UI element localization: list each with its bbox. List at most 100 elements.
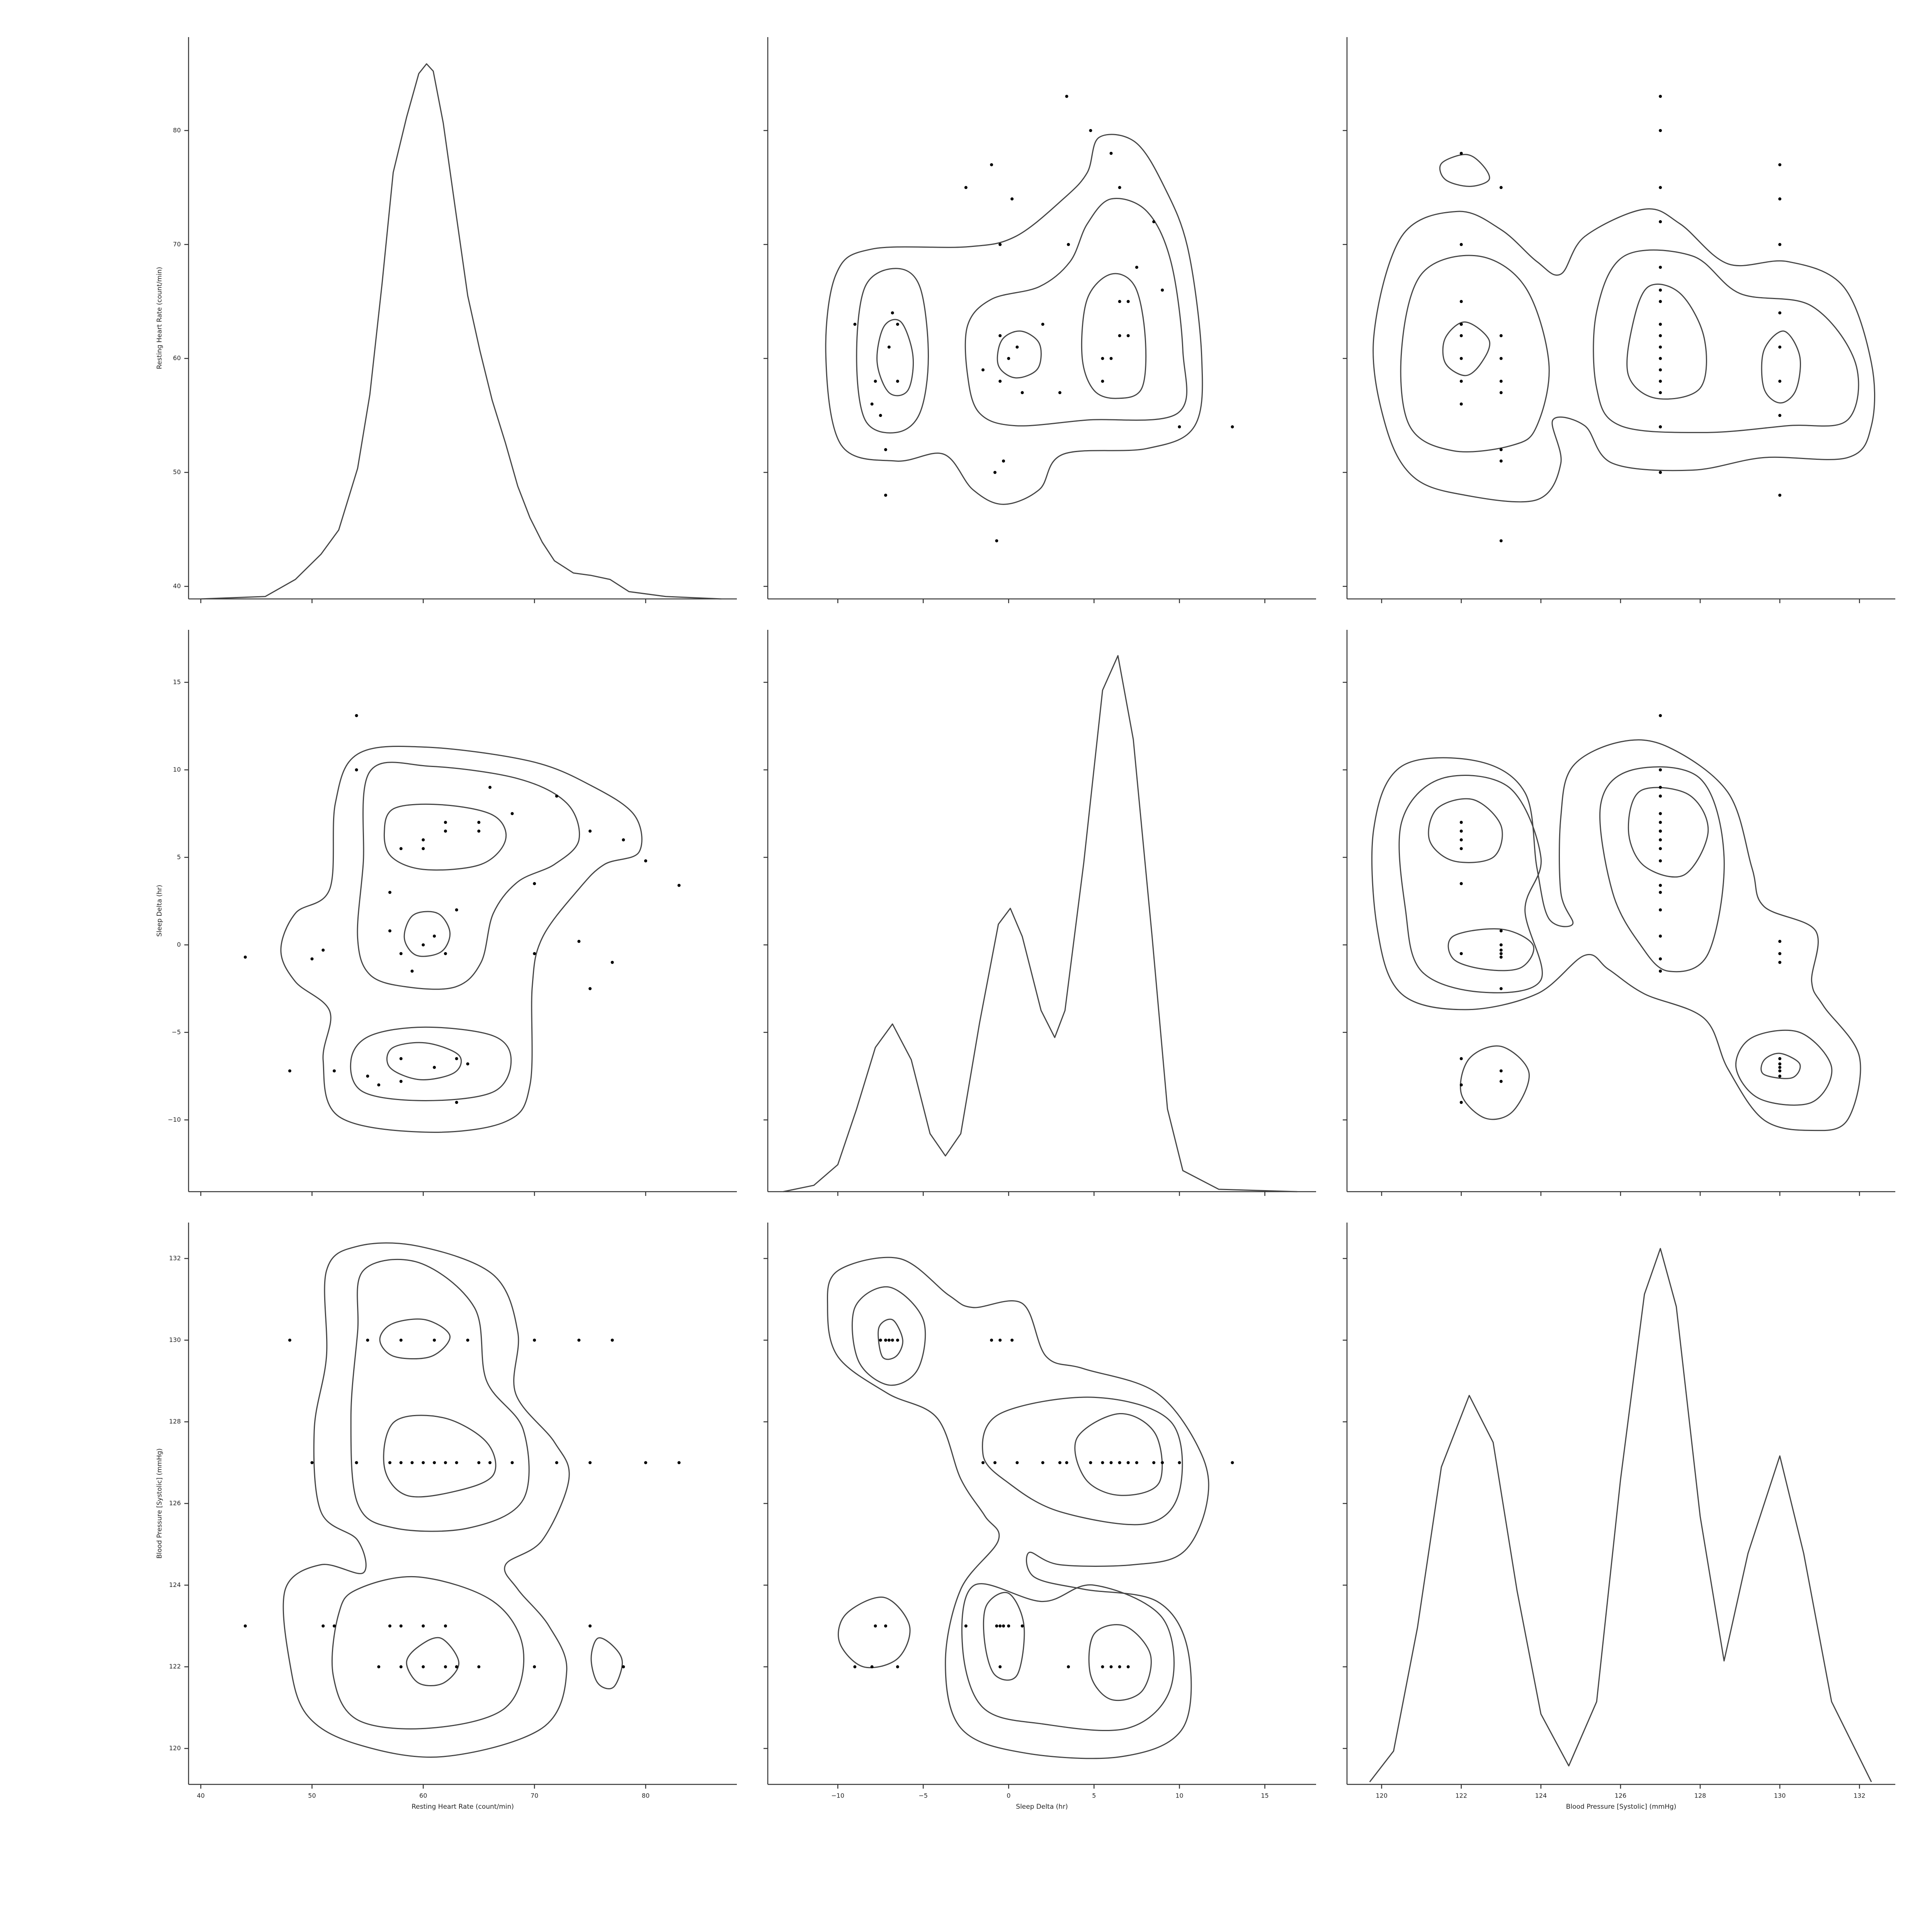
- scatter-point: [1101, 379, 1104, 383]
- scatter-point: [611, 961, 614, 964]
- panel: 120 122 124 126 128 130 132 Blood Pressure [Sys…: [1343, 1223, 1895, 1811]
- scatter-point: [1659, 957, 1662, 961]
- scatter-point: [896, 379, 899, 383]
- scatter-point: [1659, 768, 1662, 772]
- scatter-point: [1659, 265, 1662, 269]
- scatter-point: [870, 1665, 874, 1668]
- scatter-point: [399, 847, 403, 850]
- density-contour: [350, 1026, 512, 1101]
- scatter-point: [1118, 334, 1121, 337]
- density-contour: [331, 1576, 525, 1730]
- scatter-point: [533, 952, 536, 955]
- x-tick-label: −5: [918, 1792, 928, 1799]
- panel: [764, 630, 1316, 1196]
- scatter-point: [874, 379, 877, 383]
- scatter-point: [455, 1057, 458, 1060]
- density-contour: [280, 745, 643, 1133]
- scatter-point: [588, 1624, 592, 1628]
- scatter-point: [1499, 357, 1503, 360]
- density-curve: [783, 655, 1298, 1192]
- scatter-point: [1659, 821, 1662, 824]
- density-contour: [590, 1637, 623, 1689]
- scatter-point: [1778, 311, 1782, 315]
- scatter-point: [1459, 323, 1463, 326]
- x-tick-label: 128: [1694, 1792, 1706, 1799]
- scatter-point: [388, 891, 391, 894]
- x-tick-label: 132: [1854, 1792, 1866, 1799]
- scatter-point: [1065, 1461, 1068, 1464]
- x-tick-label: 15: [1261, 1792, 1269, 1799]
- x-tick-label: 124: [1535, 1792, 1547, 1799]
- scatter-point: [355, 1461, 358, 1464]
- scatter-point: [1659, 838, 1662, 842]
- scatter-point: [1778, 345, 1782, 349]
- scatter-point: [1459, 882, 1463, 885]
- scatter-point: [321, 1624, 325, 1628]
- y-tick-label: 126: [169, 1500, 181, 1507]
- scatter-point: [677, 884, 681, 887]
- x-axis-label: Blood Pressure [Systolic] (mmHg): [1566, 1803, 1677, 1811]
- scatter-point: [399, 952, 403, 955]
- scatter-point: [1101, 357, 1104, 360]
- scatter-point: [1178, 425, 1181, 429]
- scatter-point: [399, 1461, 403, 1464]
- scatter-point: [288, 1069, 291, 1073]
- scatter-point: [1231, 425, 1234, 429]
- scatter-point: [1101, 1461, 1104, 1464]
- x-tick-label: 80: [642, 1792, 650, 1799]
- scatter-point: [444, 1665, 447, 1668]
- scatter-point: [1067, 243, 1070, 246]
- scatter-point: [1778, 1075, 1782, 1078]
- scatter-point: [1499, 929, 1503, 933]
- scatter-point: [1659, 794, 1662, 798]
- y-tick-label: 132: [169, 1254, 181, 1262]
- scatter-point: [622, 838, 625, 842]
- scatter-point: [1109, 1665, 1113, 1668]
- scatter-point: [884, 493, 888, 497]
- y-axis-label: Sleep Delta (hr): [156, 885, 163, 937]
- scatter-point: [1135, 1461, 1138, 1464]
- scatter-point: [377, 1083, 381, 1087]
- scatter-point: [310, 1461, 314, 1464]
- density-contour: [856, 268, 929, 434]
- scatter-point: [1499, 956, 1503, 959]
- scatter-point: [1459, 1057, 1463, 1060]
- scatter-point: [1459, 838, 1463, 842]
- scatter-point: [1058, 1461, 1061, 1464]
- scatter-point: [466, 1062, 469, 1066]
- density-contour: [1371, 739, 1861, 1131]
- x-tick-label: 10: [1175, 1792, 1183, 1799]
- density-contour: [964, 197, 1187, 427]
- y-tick-label: 10: [173, 766, 181, 773]
- scatter-point: [1499, 943, 1503, 947]
- scatter-point: [1659, 908, 1662, 912]
- scatter-point: [993, 471, 997, 474]
- scatter-point: [1152, 1461, 1156, 1464]
- scatter-point: [1499, 539, 1503, 543]
- scatter-point: [1002, 459, 1005, 463]
- scatter-point: [477, 1665, 481, 1668]
- scatter-point: [853, 323, 857, 326]
- scatter-point: [1778, 414, 1782, 417]
- panel: 40 50 60 70 80 Resting Heart Rate (count/min): [156, 37, 737, 603]
- scatter-point: [466, 1338, 469, 1342]
- scatter-point: [1778, 952, 1782, 955]
- scatter-point: [1089, 1461, 1092, 1464]
- scatter-point: [891, 311, 894, 315]
- scatter-point: [1778, 940, 1782, 943]
- scatter-point: [1659, 829, 1662, 833]
- density-contour: [1372, 208, 1876, 503]
- scatter-point: [588, 987, 592, 990]
- density-contour: [827, 1257, 1209, 1759]
- scatter-point: [1002, 1624, 1005, 1628]
- scatter-point: [444, 1624, 447, 1628]
- y-tick-label: 5: [177, 853, 181, 861]
- density-contour: [997, 330, 1042, 379]
- scatter-point: [433, 1066, 436, 1069]
- density-contour: [1074, 1413, 1163, 1496]
- scatter-point: [444, 1461, 447, 1464]
- y-tick-label: 50: [173, 468, 181, 476]
- scatter-point: [388, 1624, 391, 1628]
- scatter-point: [488, 1461, 492, 1464]
- density-curve: [201, 63, 721, 600]
